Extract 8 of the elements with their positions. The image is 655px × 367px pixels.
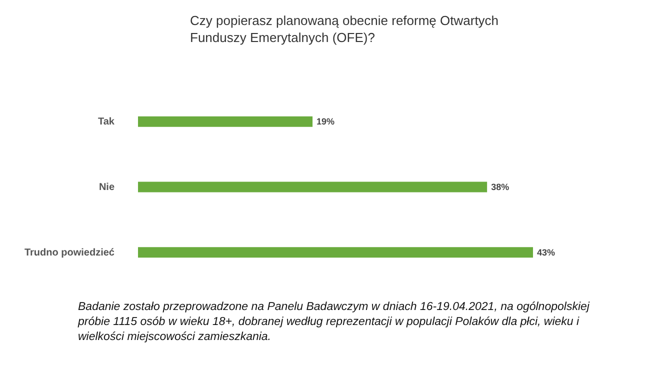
- chart-title: Czy popierasz planowaną obecnie reformę Otwartych Funduszy Emerytalnych (OFE)?: [190, 12, 500, 46]
- y-tick-label: Tak: [98, 116, 115, 128]
- text: Badanie zostało przeprowadzone na Panelu Badawczym w dniach 16-19.04.2021, na ogólnopolskiej próbie 1115 osób w wieku 18+, dobranej według reprezentacji w populacji Polaków dla płci, wieku i wielkości miejscowości zamieszkania.: [78, 300, 591, 345]
- data-label: 19%: [316, 116, 335, 127]
- data-label: 43%: [537, 247, 556, 258]
- y-tick-label: Trudno powiedzieć: [24, 247, 115, 258]
- data-label: 38%: [491, 182, 510, 192]
- y-tick-label: Nie: [98, 182, 115, 193]
